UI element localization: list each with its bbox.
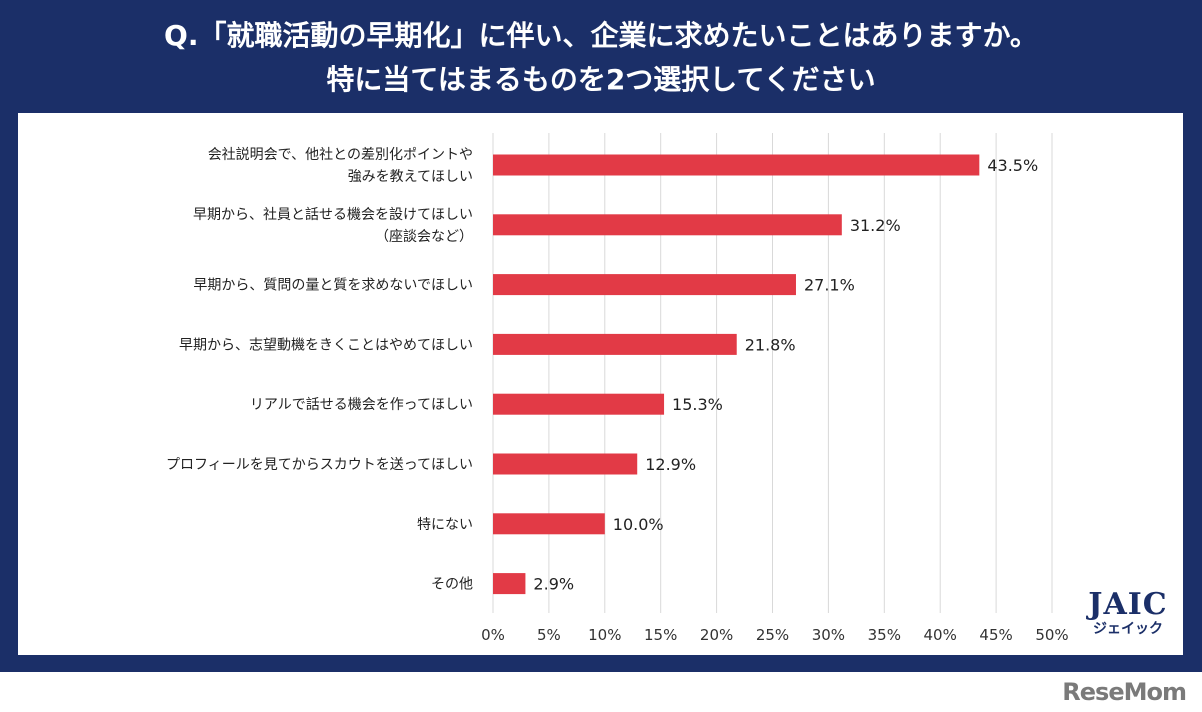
category-label: 早期から、志望動機をきくことはやめてほしい [179,337,473,353]
bar-chart: 0% 5% 10% 15% 20% 25% 30% 35% 40% 45% 50% 43.5% 会社説明… [166,133,1069,644]
logo-subtext: ジェイック [1093,621,1163,637]
bar [493,214,842,236]
bar [493,573,526,595]
data-label: 27.1% [804,276,855,295]
data-label: 2.9% [533,575,574,594]
category-label: （座談会など） [375,229,473,245]
x-tick-label: 10% [588,626,621,644]
chart-title: Q.「就職活動の早期化」に伴い、企業に求めたいことはありますか。 特に当てはまる… [0,14,1202,102]
x-tick-label: 35% [868,626,901,644]
jaic-logo: JAIC ジェイック [1083,590,1173,638]
bar [493,274,796,296]
data-label: 15.3% [672,395,723,414]
x-tick-label: 45% [979,626,1012,644]
category-label: プロフィールを見てからスカウトを送ってほしい [166,457,473,473]
data-label: 10.0% [613,515,664,534]
data-label: 21.8% [745,335,796,354]
data-label: 31.2% [850,216,901,235]
bar [493,453,638,475]
x-tick-label: 30% [812,626,845,644]
category-label: 会社説明会で、他社との差別化ポイントや [208,147,473,163]
category-label: リアルで話せる機会を作ってほしい [250,396,473,413]
data-label: 12.9% [645,455,696,474]
chart-panel: 0% 5% 10% 15% 20% 25% 30% 35% 40% 45% 50% 43.5% 会社説明… [18,113,1183,655]
category-label: 特にない [417,517,473,533]
category-label: 早期から、社員と話せる機会を設けてほしい [193,206,473,223]
data-label: 43.5% [987,156,1038,175]
x-tick-label: 15% [644,626,677,644]
bar [493,393,665,415]
category-label: 早期から、質問の量と質を求めないでほしい [193,278,473,294]
x-tick-label: 40% [924,626,957,644]
category-label: 強みを教えてほしい [348,169,473,185]
x-tick-label: 25% [756,626,789,644]
title-line-2: 特に当てはまるものを2つ選択してください [326,63,876,96]
bar [493,333,737,355]
title-line-1: Q.「就職活動の早期化」に伴い、企業に求めたいことはありますか。 [164,19,1038,52]
bar [493,154,980,176]
x-tick-label: 50% [1035,626,1068,644]
resemom-watermark: ReseMom [1062,678,1187,706]
bar [493,513,605,535]
logo-text: JAIC [1088,587,1168,622]
x-tick-label: 20% [700,626,733,644]
x-tick-label: 5% [537,626,561,644]
category-label: その他 [431,577,473,593]
x-tick-label: 0% [481,626,505,644]
